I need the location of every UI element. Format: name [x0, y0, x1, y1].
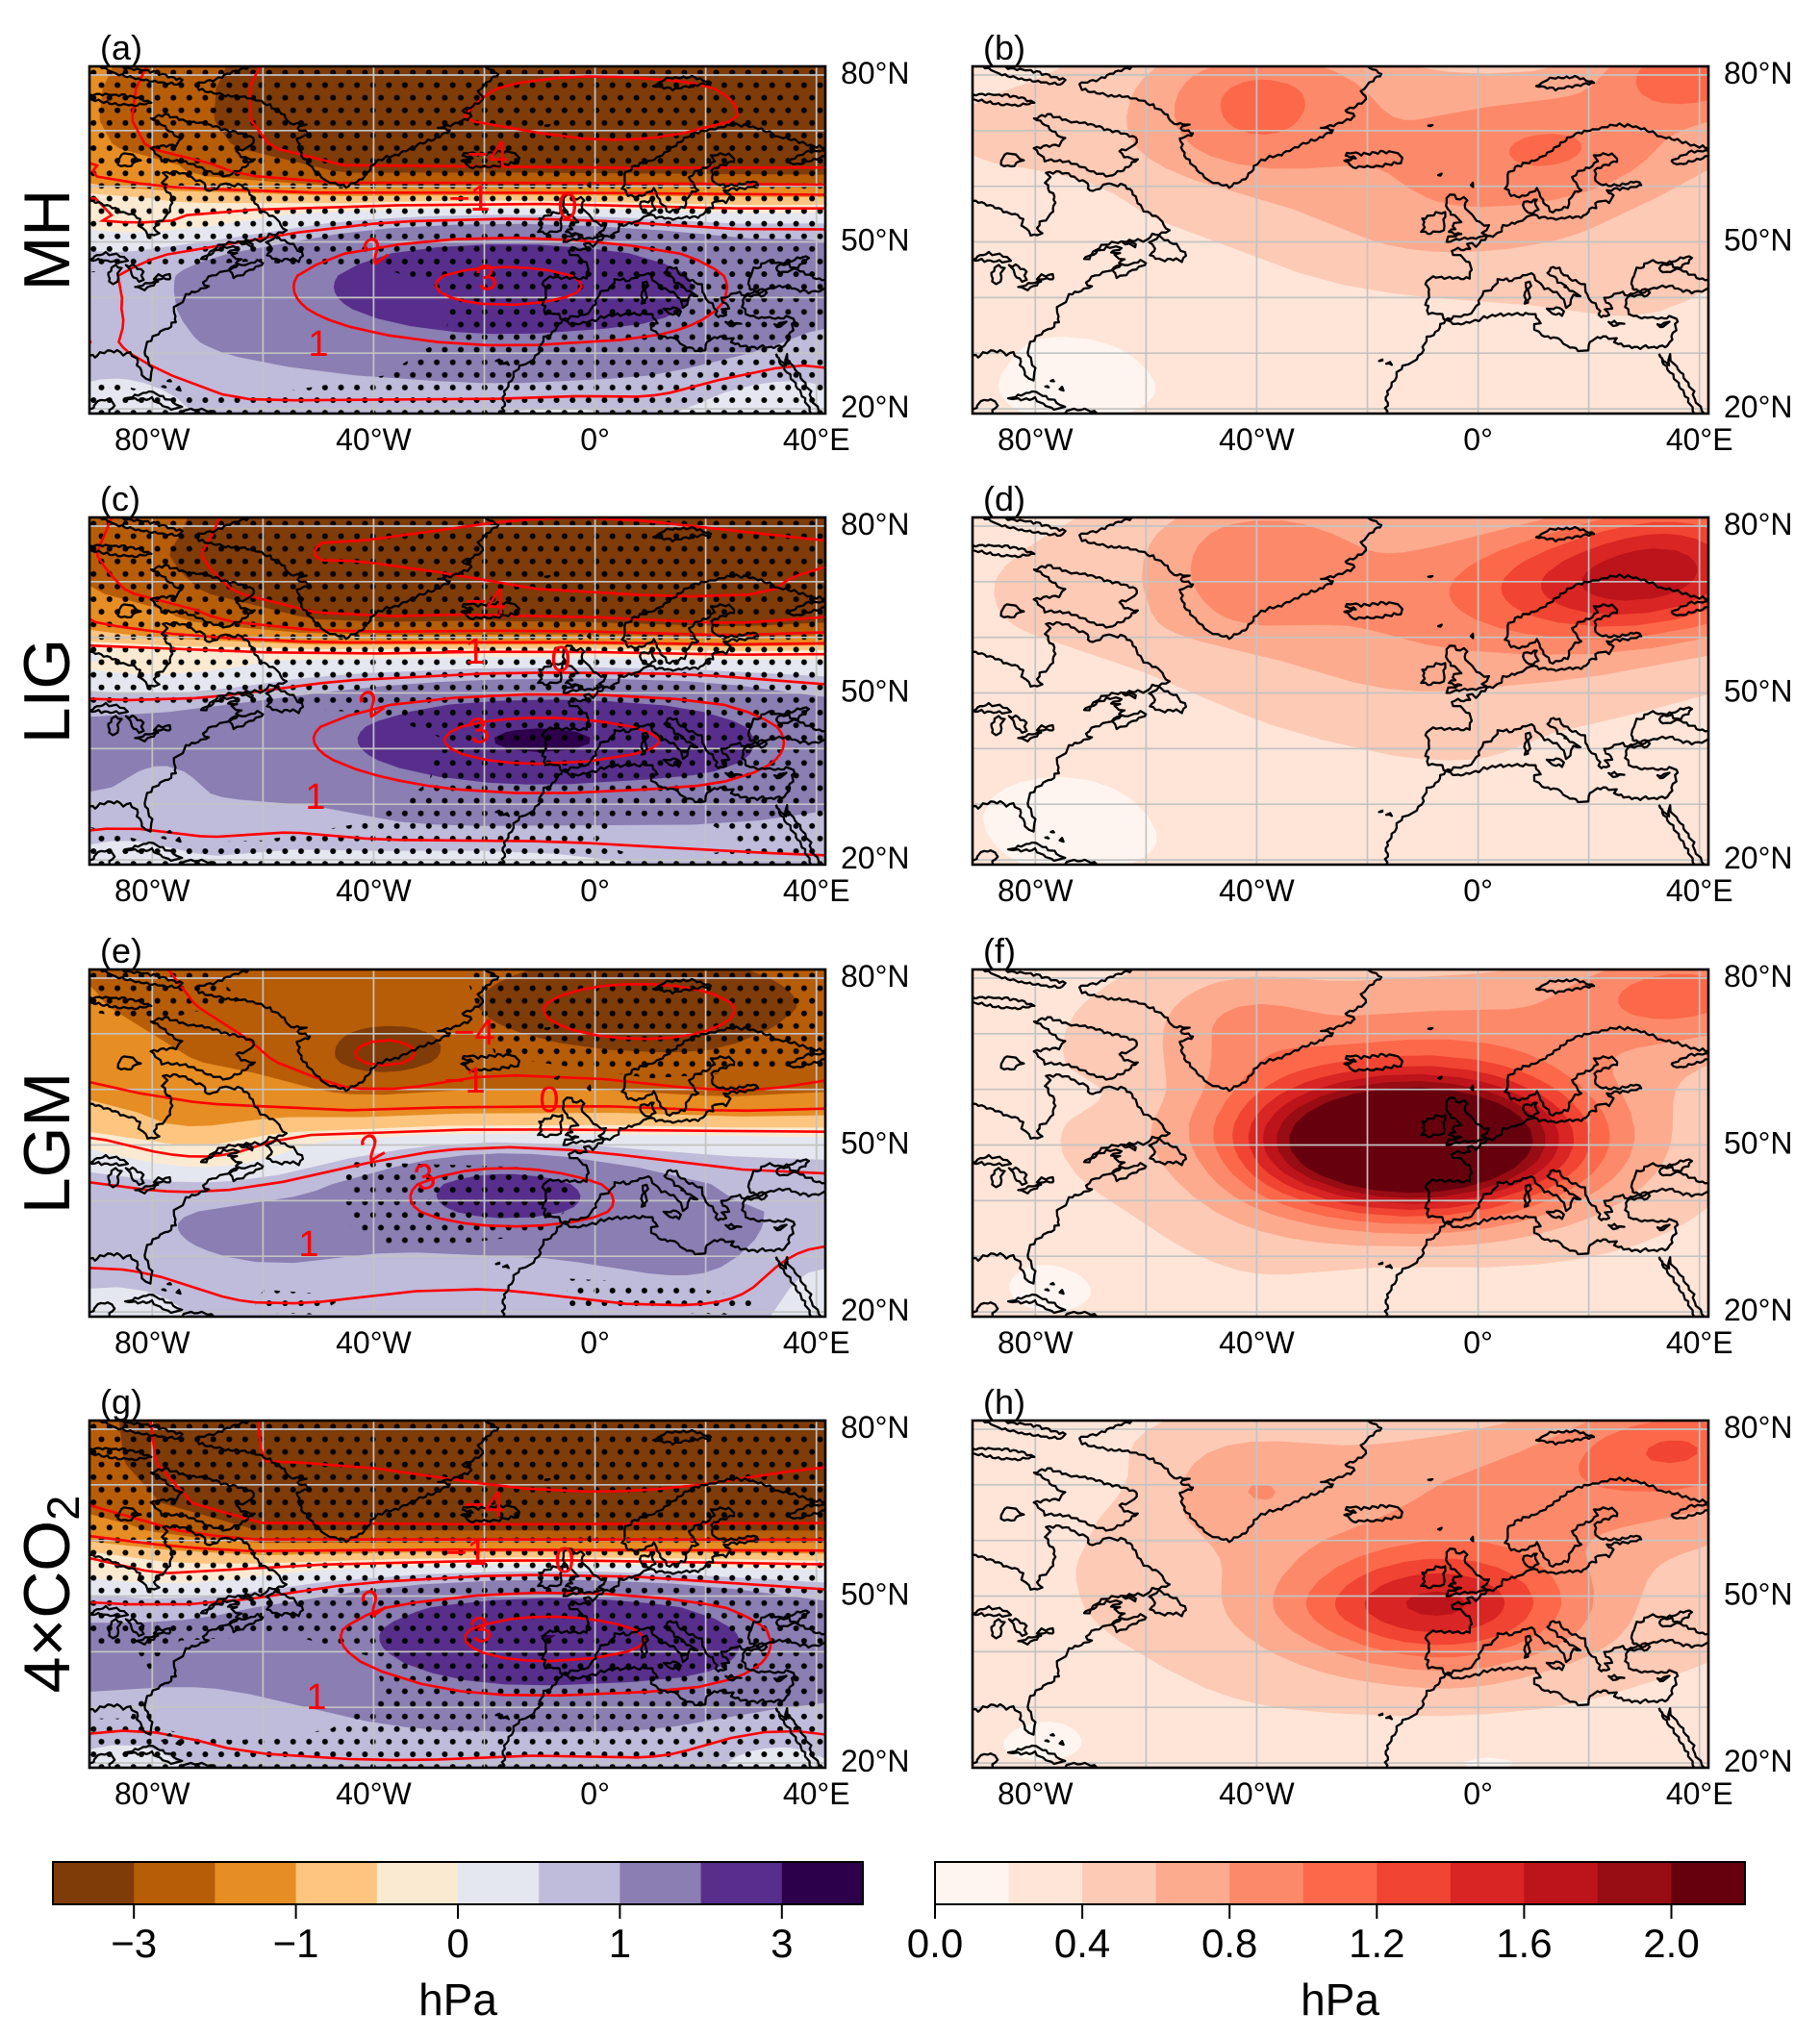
- svg-text:−1: −1: [443, 1061, 485, 1101]
- svg-text:−1: −1: [448, 179, 490, 219]
- svg-text:40°E: 40°E: [783, 873, 850, 908]
- svg-text:80°W: 80°W: [998, 422, 1074, 457]
- svg-text:20°N: 20°N: [841, 390, 910, 424]
- svg-text:50°N: 50°N: [841, 674, 910, 709]
- svg-text:40°W: 40°W: [1219, 422, 1295, 457]
- svg-text:(f): (f): [983, 931, 1016, 970]
- svg-text:1: 1: [305, 777, 325, 818]
- svg-text:80°N: 80°N: [1724, 1410, 1793, 1445]
- svg-text:0°: 0°: [580, 422, 610, 457]
- svg-text:0: 0: [446, 1921, 468, 1966]
- svg-text:80°N: 80°N: [1724, 507, 1793, 541]
- svg-text:80°W: 80°W: [114, 422, 190, 457]
- svg-text:40°W: 40°W: [336, 1325, 412, 1360]
- svg-text:1.2: 1.2: [1349, 1921, 1404, 1966]
- svg-text:(h): (h): [983, 1382, 1025, 1422]
- svg-text:−1: −1: [445, 1533, 487, 1573]
- svg-text:1: 1: [609, 1921, 631, 1966]
- svg-text:(g): (g): [100, 1382, 142, 1422]
- svg-text:20°N: 20°N: [1724, 841, 1793, 875]
- svg-text:40°W: 40°W: [336, 422, 412, 457]
- svg-text:(a): (a): [100, 28, 142, 67]
- svg-text:80°W: 80°W: [998, 1776, 1074, 1811]
- svg-text:40°W: 40°W: [336, 1776, 412, 1811]
- svg-text:1: 1: [308, 324, 328, 365]
- svg-text:80°W: 80°W: [998, 1325, 1074, 1360]
- svg-text:50°N: 50°N: [841, 1126, 910, 1161]
- svg-text:3: 3: [771, 1921, 793, 1966]
- svg-text:hPa: hPa: [1301, 1975, 1379, 2025]
- svg-text:80°W: 80°W: [114, 1776, 190, 1811]
- svg-text:20°N: 20°N: [841, 1744, 910, 1778]
- svg-text:0: 0: [557, 187, 577, 227]
- svg-text:−3: −3: [111, 1921, 157, 1966]
- svg-text:80°W: 80°W: [114, 873, 190, 908]
- svg-text:−1: −1: [443, 632, 485, 672]
- svg-text:(c): (c): [100, 479, 140, 518]
- svg-text:40°E: 40°E: [783, 422, 850, 457]
- svg-text:80°N: 80°N: [841, 56, 910, 90]
- svg-text:80°W: 80°W: [114, 1325, 190, 1360]
- svg-text:50°N: 50°N: [1724, 1126, 1793, 1161]
- svg-text:(b): (b): [983, 28, 1025, 67]
- svg-text:hPa: hPa: [418, 1975, 497, 2025]
- svg-text:−4: −4: [467, 135, 508, 175]
- svg-text:40°E: 40°E: [783, 1325, 850, 1360]
- svg-text:1.6: 1.6: [1496, 1921, 1552, 1966]
- svg-text:2.0: 2.0: [1643, 1921, 1699, 1966]
- svg-text:20°N: 20°N: [841, 1293, 910, 1327]
- svg-text:(e): (e): [100, 931, 142, 970]
- svg-text:1: 1: [306, 1677, 326, 1718]
- svg-text:80°N: 80°N: [841, 959, 910, 994]
- svg-text:20°N: 20°N: [841, 841, 910, 875]
- svg-text:0.8: 0.8: [1201, 1921, 1257, 1966]
- svg-text:80°N: 80°N: [1724, 56, 1793, 90]
- svg-text:−1: −1: [273, 1921, 319, 1966]
- svg-text:40°W: 40°W: [1219, 1776, 1295, 1811]
- svg-text:MH: MH: [11, 189, 84, 291]
- svg-text:50°N: 50°N: [1724, 674, 1793, 709]
- svg-text:40°E: 40°E: [1666, 1325, 1733, 1360]
- svg-text:50°N: 50°N: [1724, 223, 1793, 258]
- svg-text:40°E: 40°E: [1666, 873, 1733, 908]
- svg-text:40°E: 40°E: [1666, 1776, 1733, 1811]
- svg-text:0: 0: [550, 640, 570, 680]
- svg-text:50°N: 50°N: [1724, 1577, 1793, 1612]
- svg-text:0.0: 0.0: [907, 1921, 963, 1966]
- svg-text:20°N: 20°N: [1724, 1293, 1793, 1327]
- svg-text:−4: −4: [463, 1485, 504, 1525]
- svg-text:50°N: 50°N: [841, 223, 910, 258]
- svg-text:40°E: 40°E: [783, 1776, 850, 1811]
- svg-text:0°: 0°: [580, 1325, 610, 1360]
- svg-text:50°N: 50°N: [841, 1577, 910, 1612]
- svg-text:20°N: 20°N: [1724, 390, 1793, 424]
- svg-text:40°W: 40°W: [1219, 1325, 1295, 1360]
- svg-text:0.4: 0.4: [1054, 1921, 1110, 1966]
- svg-text:0: 0: [554, 1541, 574, 1581]
- svg-text:40°W: 40°W: [336, 873, 412, 908]
- svg-text:0: 0: [539, 1080, 559, 1120]
- svg-text:−4: −4: [453, 1013, 494, 1053]
- svg-text:0°: 0°: [580, 873, 610, 908]
- svg-text:4×CO2: 4×CO2: [11, 1496, 88, 1694]
- svg-text:40°W: 40°W: [1219, 873, 1295, 908]
- svg-text:0°: 0°: [1463, 1776, 1493, 1811]
- svg-text:0°: 0°: [580, 1776, 610, 1811]
- svg-text:(d): (d): [983, 479, 1025, 518]
- svg-text:−4: −4: [465, 582, 506, 622]
- svg-text:80°W: 80°W: [998, 873, 1074, 908]
- svg-text:1: 1: [298, 1224, 318, 1265]
- svg-text:LGM: LGM: [11, 1072, 84, 1214]
- svg-text:LIG: LIG: [11, 639, 84, 744]
- svg-text:80°N: 80°N: [1724, 959, 1793, 994]
- svg-text:0°: 0°: [1463, 1325, 1493, 1360]
- svg-text:0°: 0°: [1463, 422, 1493, 457]
- svg-text:40°E: 40°E: [1666, 422, 1733, 457]
- svg-text:80°N: 80°N: [841, 507, 910, 541]
- svg-text:0°: 0°: [1463, 873, 1493, 908]
- svg-text:20°N: 20°N: [1724, 1744, 1793, 1778]
- svg-text:80°N: 80°N: [841, 1410, 910, 1445]
